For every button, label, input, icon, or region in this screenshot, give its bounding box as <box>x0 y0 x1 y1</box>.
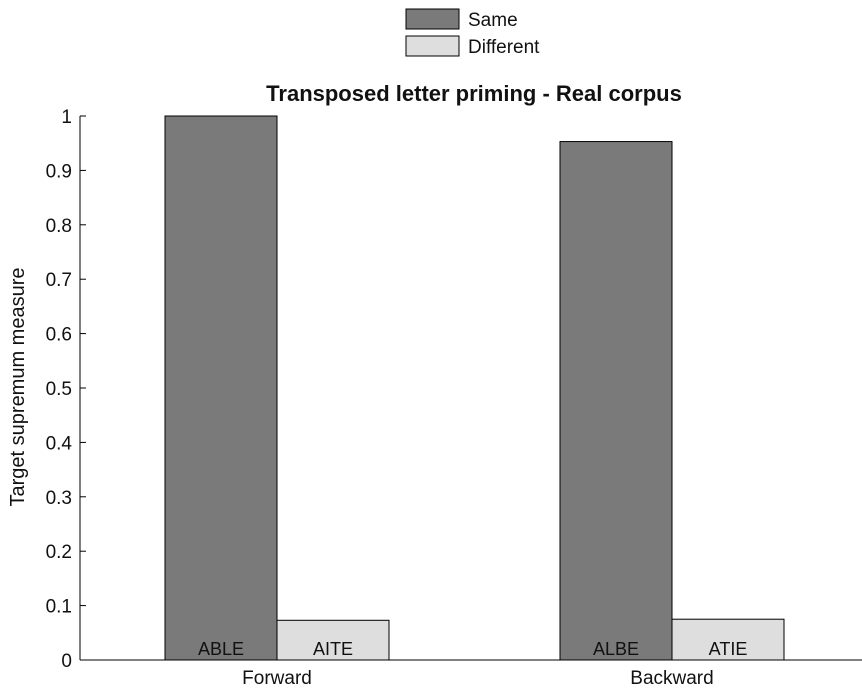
bar-data-label: ALBE <box>593 639 639 659</box>
bar-data-label: AITE <box>313 639 353 659</box>
bar-different-backward <box>671 618 785 661</box>
legend: Same Different <box>405 8 540 58</box>
bars <box>164 115 785 661</box>
legend-label-different: Different <box>468 37 540 58</box>
y-axis-label: Target supremum measure <box>7 268 29 507</box>
y-tick-label: 0.7 <box>46 270 72 291</box>
y-tick-label: 0 <box>61 651 72 672</box>
y-tick-label: 0.9 <box>46 161 72 182</box>
legend-swatch-same <box>405 8 460 30</box>
y-tick-label: 0.3 <box>46 488 72 509</box>
category-labels: Forward Backward <box>242 654 714 688</box>
x-category-label: Forward <box>242 668 312 688</box>
legend-label-same: Same <box>468 10 518 31</box>
bar-data-label: ATIE <box>709 639 748 659</box>
x-category-label: Backward <box>630 668 713 688</box>
y-tick-label: 0.2 <box>46 542 72 563</box>
bar-labels: ABLE AITE ALBE ATIE <box>198 639 747 659</box>
y-tick-label: 0.1 <box>46 597 72 618</box>
legend-swatch-different <box>405 35 460 57</box>
chart-title: Transposed letter priming - Real corpus <box>266 81 682 106</box>
bar-different-forward <box>276 619 390 661</box>
y-tick-label: 0.5 <box>46 379 72 400</box>
y-axis-ticks: 0 0.1 0.2 0.3 0.4 0.5 0.6 0.7 0.8 0.9 1 <box>46 107 86 672</box>
y-tick-label: 0.8 <box>46 216 72 237</box>
y-tick-label: 1 <box>61 107 72 128</box>
bar-data-label: ABLE <box>198 639 244 659</box>
y-tick-label: 0.6 <box>46 325 72 346</box>
y-tick-label: 0.4 <box>46 433 73 454</box>
bar-same-backward <box>559 141 673 661</box>
bar-same-forward <box>164 115 278 661</box>
